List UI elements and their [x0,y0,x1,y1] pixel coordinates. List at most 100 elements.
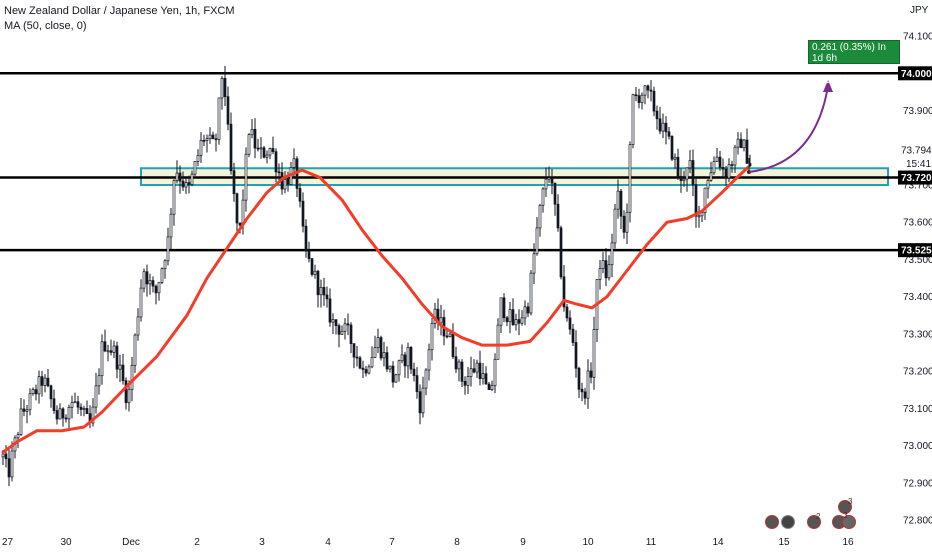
candle-body [475,362,479,373]
candle-body [238,222,242,226]
candle-body [580,388,584,393]
candle-body [727,164,731,179]
time-tick-label: 30 [60,537,72,548]
candle-body [118,364,122,370]
candle-body [34,389,38,395]
level-price-tag [898,170,932,185]
candle-body [715,156,719,162]
candle-body [40,376,44,386]
candle-body [544,178,548,190]
candle-body [127,388,131,404]
time-axis[interactable]: 27 30 Dec 2 3 4 7 8 9 10 11 14 15 16 [2,537,854,548]
candle-body [397,360,401,376]
candle-body [379,337,383,359]
candle-body [130,365,134,390]
candle-body [133,334,137,366]
candle-body [172,180,176,215]
candle-body [577,367,581,390]
reaction-icon[interactable] [781,515,795,529]
indicator-label[interactable]: MA (50, close, 0) [4,20,87,32]
candle-body [94,385,98,408]
candle-body [256,147,260,150]
reaction-icon[interactable] [765,515,779,529]
candle-body [589,370,593,378]
symbol-title[interactable]: New Zealand Dollar / Japanese Yen, 1h, F… [4,5,235,17]
candle-body [148,280,152,285]
moving-average-line [1,165,751,455]
candle-body [37,376,41,395]
reaction-icon[interactable] [842,515,856,529]
candle-body [340,330,344,335]
candle-body [166,236,170,262]
horizontal-levels[interactable] [0,72,898,252]
candle-body [307,250,311,259]
candle-body [718,156,722,168]
candle-body [502,297,506,319]
candle-body [205,138,209,141]
reaction-icon[interactable] [807,515,821,529]
price-axis[interactable]: JPY 72.800 72.900 73.000 73.100 73.200 73.300 7… [898,0,932,550]
projection-label: 0.261 (0.35%) In 1d 6h 73.591 ⊙ 2020-12-… [808,40,900,85]
price-tick-label: 73.000 [903,441,932,452]
price-tick-label: 73.900 [903,106,932,117]
candle-body [169,213,173,238]
candle-body [52,398,56,411]
candle-body [481,373,485,380]
candle-body [43,377,47,386]
candle-body [319,286,323,296]
candle-body [613,208,617,244]
candle-body [103,341,107,352]
candle-body [508,309,512,323]
candle-body [415,375,419,393]
price-tick-label: 73.700 [903,181,932,192]
candle-body [163,260,167,270]
candle-body [733,146,737,166]
candle-body [64,417,68,420]
candle-body [721,166,725,170]
candle-body [373,347,377,358]
candle-body [637,95,641,103]
candle-body [181,180,185,188]
candle-body [439,317,443,324]
candle-body [253,129,257,149]
price-axis-bg[interactable] [898,0,932,550]
candle-body [514,319,518,326]
candle-body [463,381,467,386]
candle-body [334,319,338,327]
currency-label: JPY [910,5,929,16]
candle-body [394,374,398,383]
candle-body [214,138,218,141]
candle-body [646,85,650,91]
countdown-text: 15:41 [906,159,931,170]
last-price-text: 73.794 [901,146,932,157]
candle-body [67,407,71,420]
candle-body [661,122,665,132]
reaction-icon[interactable] [838,500,852,514]
candle-body [97,375,101,387]
candle-body [634,94,638,97]
candle-body [142,271,146,289]
time-tick-label: 27 [2,537,14,548]
candle-body [736,138,740,148]
candle-body [391,365,395,383]
candle-body [712,161,716,174]
candle-body [331,319,335,323]
candle-body [454,356,458,370]
candle-body [31,389,35,395]
candle-body [244,153,248,201]
candle-body [61,408,65,419]
candle-body [541,188,545,206]
candle-body [457,361,461,370]
candle-body [361,367,365,370]
candle-body [16,434,20,439]
candle-body [412,368,416,376]
candle-body [190,173,194,185]
candle-body [106,350,110,353]
candle-body [151,280,155,287]
candle-body [49,385,53,400]
projection-arrow [748,85,829,173]
candle-body [70,402,74,408]
candle-body [424,369,428,389]
